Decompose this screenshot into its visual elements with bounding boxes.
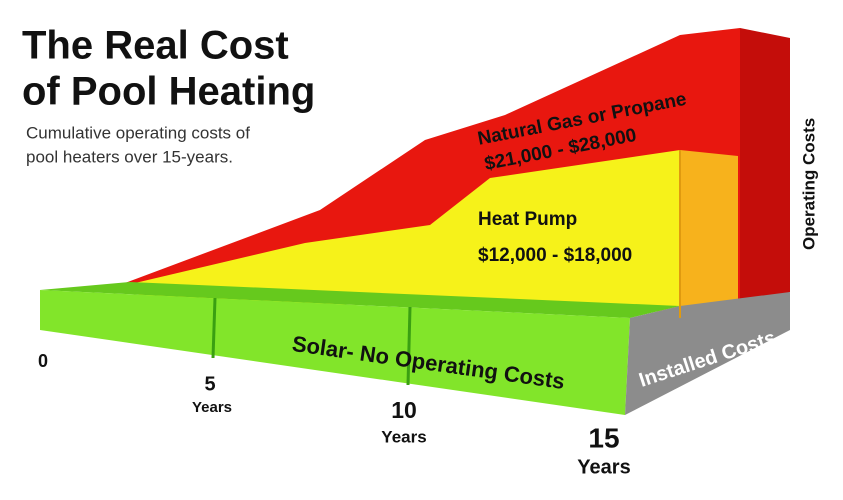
subtitle-line: pool heaters over 15-years. (26, 147, 233, 166)
axis-number: 5 (204, 373, 215, 395)
axis-number: 10 (391, 397, 417, 423)
axis-unit: Years (577, 456, 630, 478)
divider (211, 297, 217, 359)
subtitle-line: Cumulative operating costs of (26, 123, 250, 142)
gas-side (740, 28, 790, 310)
heat-pump-side (680, 150, 738, 318)
title-line: of Pool Heating (22, 70, 315, 114)
heat-pump-face (135, 150, 680, 312)
solar-front (40, 290, 630, 415)
title-line: The Real Cost (22, 24, 289, 68)
axis-number: 15 (588, 422, 619, 453)
axis-unit: Years (381, 427, 426, 446)
axis-unit: Years (192, 399, 232, 416)
solar-top (40, 282, 680, 318)
installed-face (625, 292, 790, 415)
operating-label: Operating Costs (799, 118, 818, 250)
heat-pump-label: Heat Pump (478, 209, 577, 230)
heat-pump-range: $12,000 - $18,000 (478, 245, 632, 266)
axis-number: 0 (38, 351, 48, 371)
divider (406, 306, 412, 386)
